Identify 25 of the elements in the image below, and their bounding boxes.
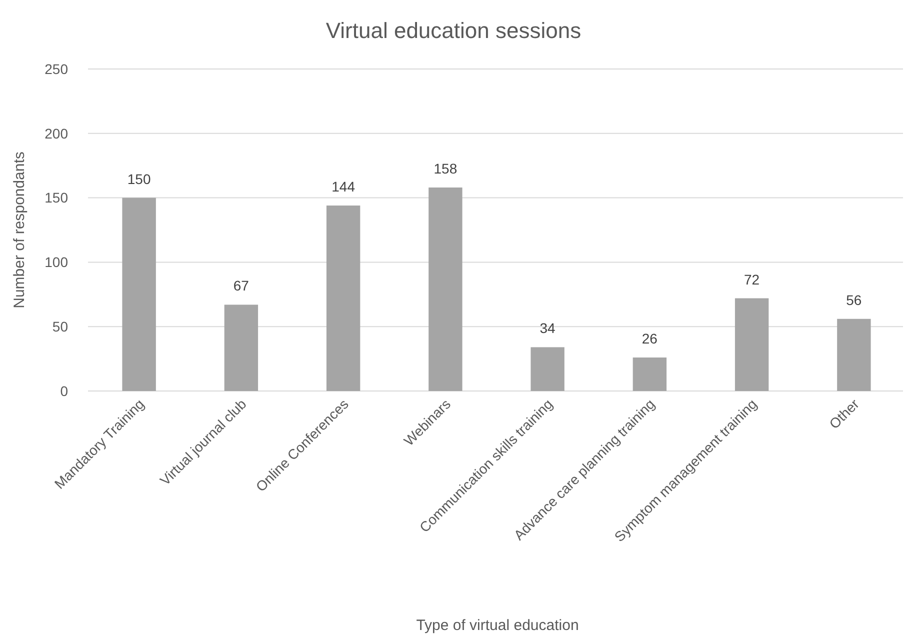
y-axis-title: Number of respondants: [11, 152, 28, 308]
y-tick-label: 0: [60, 382, 68, 399]
x-axis-title: Type of virtual education: [416, 617, 579, 634]
data-label: 72: [744, 271, 760, 288]
chart-title: Virtual education sessions: [326, 18, 582, 43]
bar: [632, 358, 667, 391]
data-label: 26: [642, 330, 658, 347]
y-tick-label: 250: [44, 60, 68, 77]
data-label: 150: [127, 170, 151, 187]
data-label: 56: [846, 292, 862, 308]
bar: [837, 318, 871, 391]
data-label: 67: [233, 278, 250, 294]
bar: [224, 304, 258, 391]
data-label: 144: [332, 178, 356, 195]
bar: [734, 298, 769, 391]
bar: [428, 187, 462, 391]
data-label: 34: [540, 320, 556, 336]
y-tick-label: 100: [44, 254, 68, 270]
y-tick-label: 200: [44, 125, 68, 142]
bar: [122, 198, 156, 391]
data-label: 158: [434, 160, 458, 176]
bar: [326, 206, 360, 391]
y-tick-label: 150: [44, 190, 68, 206]
y-tick-label: 50: [52, 318, 68, 334]
bar: [530, 347, 564, 391]
